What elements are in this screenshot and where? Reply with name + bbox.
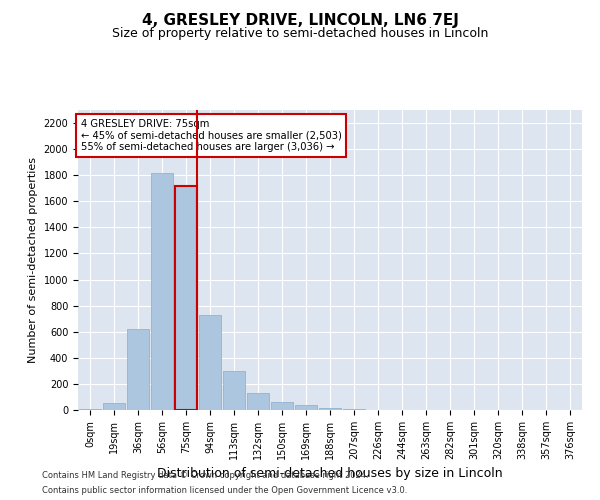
- Text: 4 GRESLEY DRIVE: 75sqm
← 45% of semi-detached houses are smaller (2,503)
55% of : 4 GRESLEY DRIVE: 75sqm ← 45% of semi-det…: [80, 119, 341, 152]
- Bar: [103, 404, 125, 410]
- X-axis label: Distribution of semi-detached houses by size in Lincoln: Distribution of semi-detached houses by …: [157, 468, 503, 480]
- Bar: [223, 371, 245, 410]
- Bar: [199, 315, 221, 410]
- Bar: [175, 186, 197, 410]
- Bar: [247, 393, 269, 410]
- Bar: [151, 172, 173, 410]
- Bar: [127, 329, 149, 410]
- Bar: [271, 402, 293, 410]
- Bar: [295, 406, 317, 410]
- Bar: [319, 408, 341, 410]
- Text: Contains public sector information licensed under the Open Government Licence v3: Contains public sector information licen…: [42, 486, 407, 495]
- Y-axis label: Number of semi-detached properties: Number of semi-detached properties: [28, 157, 38, 363]
- Text: Size of property relative to semi-detached houses in Lincoln: Size of property relative to semi-detach…: [112, 28, 488, 40]
- Text: 4, GRESLEY DRIVE, LINCOLN, LN6 7EJ: 4, GRESLEY DRIVE, LINCOLN, LN6 7EJ: [142, 12, 458, 28]
- Text: Contains HM Land Registry data © Crown copyright and database right 2024.: Contains HM Land Registry data © Crown c…: [42, 471, 368, 480]
